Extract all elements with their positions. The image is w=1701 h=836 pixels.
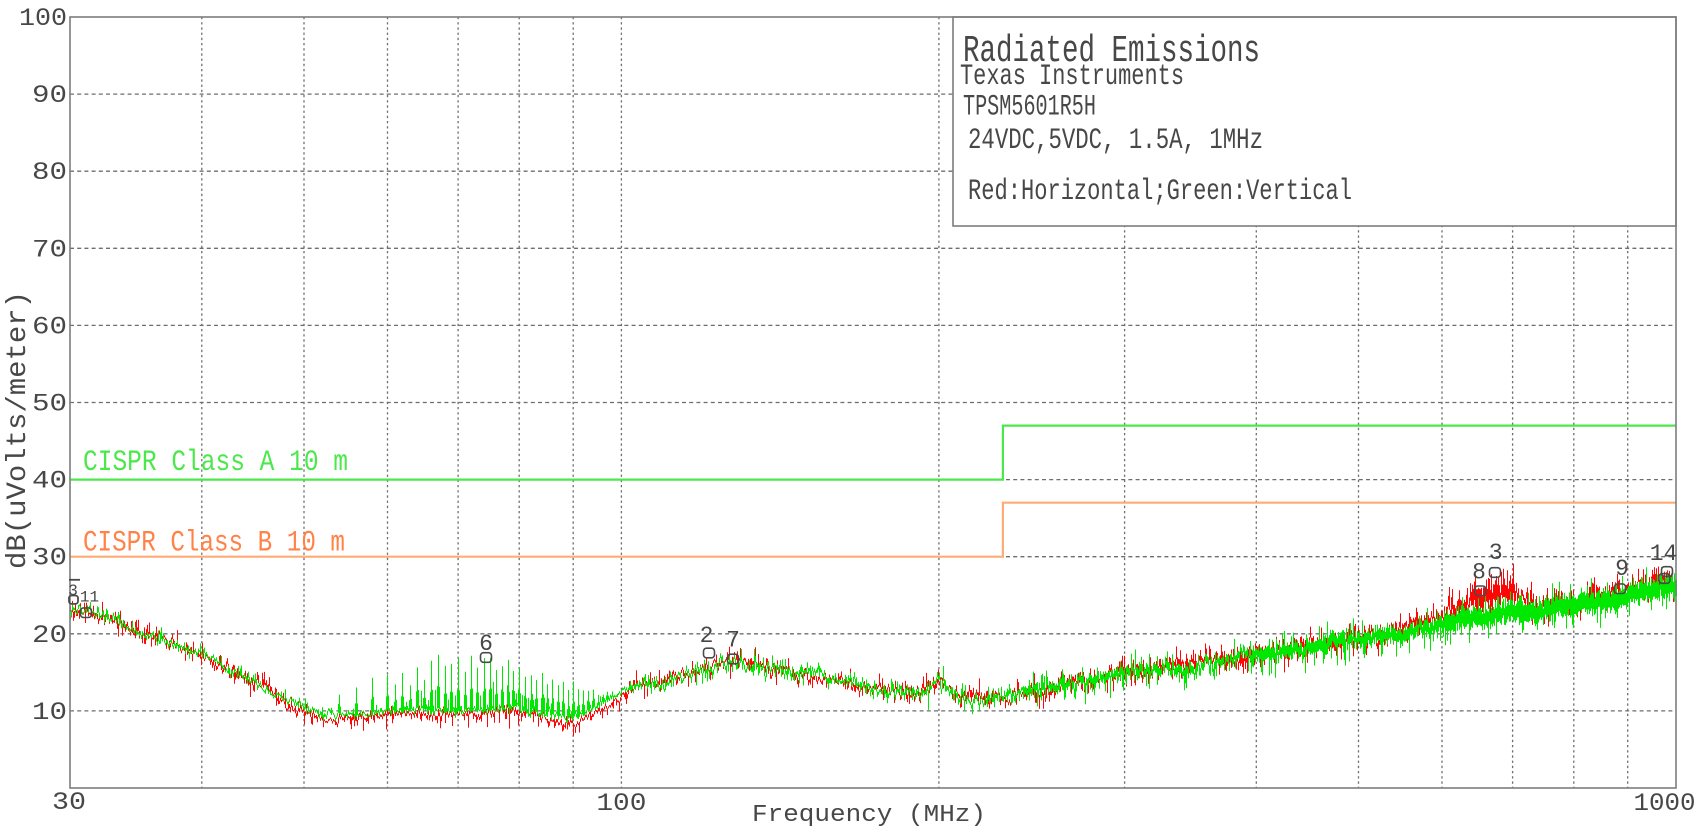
svg-text:Radiated Emissions: Radiated Emissions xyxy=(963,30,1260,73)
svg-text:Red:Horizontal;Green:Vertical: Red:Horizontal;Green:Vertical xyxy=(968,175,1352,209)
svg-text:90: 90 xyxy=(32,81,67,110)
svg-text:50: 50 xyxy=(32,390,67,419)
svg-text:30: 30 xyxy=(32,544,67,573)
svg-text:CISPR Class A 10 m: CISPR Class A 10 m xyxy=(83,446,348,480)
svg-text:20: 20 xyxy=(32,621,67,650)
svg-text:CISPR Class B 10 m: CISPR Class B 10 m xyxy=(83,527,345,561)
svg-text:Frequency (MHz): Frequency (MHz) xyxy=(752,802,986,829)
svg-text:1000: 1000 xyxy=(1634,789,1696,818)
svg-text:40: 40 xyxy=(32,467,67,496)
svg-text:80: 80 xyxy=(32,158,67,187)
svg-text:70: 70 xyxy=(32,235,67,264)
svg-text:100: 100 xyxy=(596,789,646,818)
svg-text:TPSM5601R5H: TPSM5601R5H xyxy=(963,91,1096,125)
svg-text:24VDC,5VDC, 1.5A, 1MHz: 24VDC,5VDC, 1.5A, 1MHz xyxy=(968,124,1263,158)
svg-text:10: 10 xyxy=(32,698,67,727)
svg-text:14: 14 xyxy=(1650,541,1678,567)
svg-text:60: 60 xyxy=(32,312,67,341)
svg-text:8: 8 xyxy=(1472,560,1486,586)
svg-text:6: 6 xyxy=(479,631,493,657)
svg-text:11: 11 xyxy=(80,589,99,607)
svg-text:3: 3 xyxy=(68,582,78,600)
svg-text:3: 3 xyxy=(1489,540,1503,566)
svg-text:9: 9 xyxy=(1615,556,1629,582)
svg-text:Texas Instruments: Texas Instruments xyxy=(960,60,1184,94)
svg-text:dB(uVolts/meter): dB(uVolts/meter) xyxy=(3,291,34,569)
svg-text:30: 30 xyxy=(52,788,86,817)
svg-text:2: 2 xyxy=(700,623,714,649)
svg-text:100: 100 xyxy=(19,4,67,33)
svg-text:7: 7 xyxy=(726,628,740,654)
